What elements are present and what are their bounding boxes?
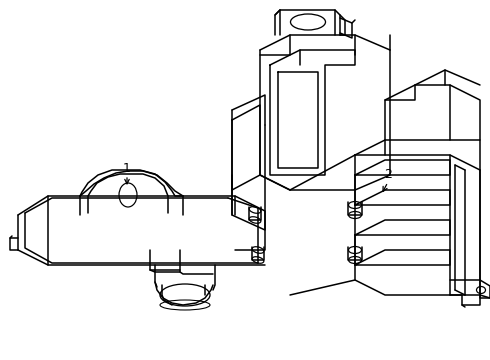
Text: 1: 1 <box>123 162 131 175</box>
Text: 2: 2 <box>384 168 392 181</box>
